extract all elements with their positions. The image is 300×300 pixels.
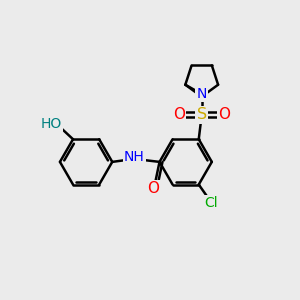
Text: O: O bbox=[173, 107, 185, 122]
Text: HO: HO bbox=[41, 117, 62, 131]
Text: S: S bbox=[197, 107, 207, 122]
Text: O: O bbox=[219, 107, 231, 122]
Text: N: N bbox=[196, 87, 207, 101]
Text: Cl: Cl bbox=[204, 196, 218, 210]
Text: O: O bbox=[148, 181, 160, 196]
Text: NH: NH bbox=[124, 150, 145, 164]
